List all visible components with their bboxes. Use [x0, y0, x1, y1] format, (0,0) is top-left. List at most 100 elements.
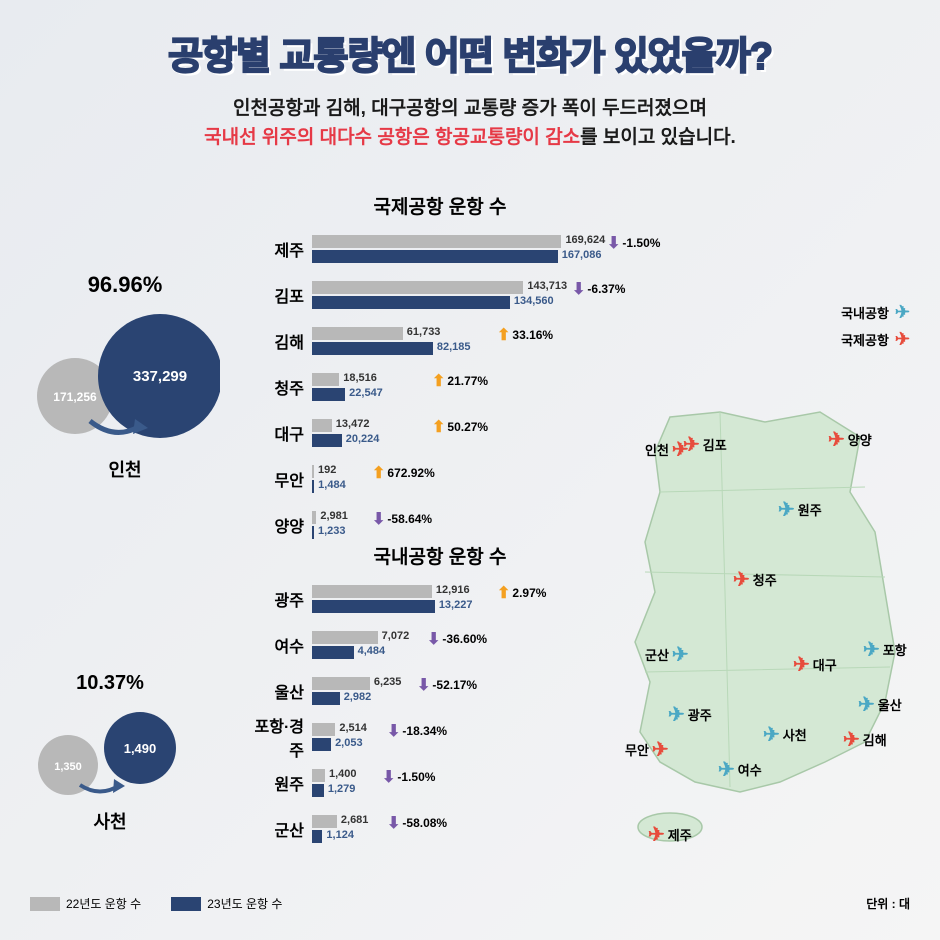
bar-23: 4,484: [312, 646, 354, 659]
intl-chart: 국제공항 운항 수 제주 169,624 167,086 ⬇-1.50% 김포 …: [250, 192, 630, 553]
bar-22: 61,733: [312, 327, 403, 340]
bar-area: 2,981 1,233 ⬇-58.64%: [312, 511, 630, 539]
unit-label: 단위 : 대: [866, 895, 910, 912]
map-marker: ✈김해: [840, 727, 887, 752]
subtitle-line2-rest: 를 보이고 있습니다.: [580, 127, 736, 148]
bar-23: 20,224: [312, 434, 342, 447]
bar-22: 1,400: [312, 769, 325, 782]
bar-area: 6,235 2,982 ⬇-52.17%: [312, 677, 630, 705]
bar-label: 무안: [250, 467, 312, 491]
bar-23: 13,227: [312, 600, 435, 613]
map-marker: ✈사천: [760, 722, 807, 747]
bar-22: 2,981: [312, 511, 316, 524]
map-marker: ✈제주: [645, 822, 692, 847]
subtitle: 인천공항과 김해, 대구공항의 교통량 증가 폭이 두드러졌으며 국내선 위주의…: [0, 95, 940, 172]
bubble1-pct: 96.96%: [30, 272, 220, 298]
plane-icon: ✈: [778, 497, 795, 522]
legend-intl-label: 국제공항: [841, 330, 889, 349]
bubble-incheon: 96.96% 171,256 337,299 인천: [30, 272, 220, 482]
map-marker: ✈양양: [825, 427, 872, 452]
bar-label: 원주: [250, 771, 312, 795]
bar-label: 양양: [250, 513, 312, 537]
bubble2-label: 사천: [30, 808, 190, 834]
change-indicator: ⬆50.27%: [432, 417, 488, 437]
bubble1-v23: 337,299: [133, 368, 187, 385]
plane-icon: ✈: [763, 722, 780, 747]
bubble1-svg: 171,256 337,299: [30, 306, 220, 451]
plane-icon: ✈: [683, 432, 700, 457]
svg-text:1,350: 1,350: [54, 761, 82, 773]
arrow-icon: ⬇: [372, 509, 385, 529]
bar-row: 김해 61,733 82,185 ⬆33.16%: [250, 323, 630, 359]
arrow-icon: ⬇: [427, 629, 440, 649]
arrow-icon: ⬇: [387, 721, 400, 741]
bar-label: 김포: [250, 283, 312, 307]
arrow-icon: ⬆: [497, 583, 510, 603]
plane-icon: ✈: [648, 822, 665, 847]
bar-row: 군산 2,681 1,124 ⬇-58.08%: [250, 811, 630, 847]
arrow-icon: ⬇: [382, 767, 395, 787]
bar-area: 1,400 1,279 ⬇-1.50%: [312, 769, 630, 797]
bar-area: 7,072 4,484 ⬇-36.60%: [312, 631, 630, 659]
bar-row: 원주 1,400 1,279 ⬇-1.50%: [250, 765, 630, 801]
bar-row: 제주 169,624 167,086 ⬇-1.50%: [250, 231, 630, 267]
map-marker: ✈광주: [665, 702, 712, 727]
bar-23: 22,547: [312, 388, 345, 401]
bar-23: 167,086: [312, 250, 558, 263]
bar-label: 대구: [250, 421, 312, 445]
bar-23: 2,982: [312, 692, 340, 705]
bar-area: 192 1,484 ⬆672.92%: [312, 465, 630, 493]
bar-row: 무안 192 1,484 ⬆672.92%: [250, 461, 630, 497]
plane-icon: ✈: [843, 727, 860, 752]
bar-22: 12,916: [312, 585, 432, 598]
map-marker: ✈울산: [855, 692, 902, 717]
bubble-sacheon: 10.37% 1,350 1,490 사천: [30, 672, 190, 834]
swatch-23: [171, 897, 201, 911]
change-indicator: ⬇-1.50%: [607, 233, 660, 253]
bar-row: 울산 6,235 2,982 ⬇-52.17%: [250, 673, 630, 709]
bar-label: 청주: [250, 375, 312, 399]
change-indicator: ⬆672.92%: [372, 463, 435, 483]
legend-22-label: 22년도 운항 수: [66, 895, 141, 912]
bubble2-svg: 1,350 1,490: [30, 703, 190, 803]
subtitle-line2-highlight: 국내선 위주의 대다수 공항은 항공교통량이 감소: [204, 127, 580, 148]
plane-icon: ✈: [858, 692, 875, 717]
bar-22: 169,624: [312, 235, 561, 248]
bar-22: 192: [312, 465, 314, 478]
bar-row: 포항·경주 2,514 2,053 ⬇-18.34%: [250, 719, 630, 755]
change-indicator: ⬆21.77%: [432, 371, 488, 391]
bar-23: 2,053: [312, 738, 331, 751]
bar-label: 군산: [250, 817, 312, 841]
bar-row: 여수 7,072 4,484 ⬇-36.60%: [250, 627, 630, 663]
bar-label: 김해: [250, 329, 312, 353]
map-marker: ✈여수: [715, 757, 762, 782]
bar-23: 82,185: [312, 342, 433, 355]
bar-label: 울산: [250, 679, 312, 703]
swatch-22: [30, 897, 60, 911]
svg-text:1,490: 1,490: [124, 741, 157, 756]
change-indicator: ⬆33.16%: [497, 325, 553, 345]
bar-row: 광주 12,916 13,227 ⬆2.97%: [250, 581, 630, 617]
bar-23: 1,233: [312, 526, 314, 539]
legend-dom-label: 국내공항: [841, 303, 889, 322]
change-indicator: ⬇-52.17%: [417, 675, 477, 695]
plane-icon: ✈: [668, 702, 685, 727]
bar-22: 18,516: [312, 373, 339, 386]
map-marker: 군산✈: [645, 642, 692, 667]
arrow-icon: ⬇: [572, 279, 585, 299]
map-marker: ✈대구: [790, 652, 837, 677]
bubble1-label: 인천: [30, 456, 220, 482]
arrow-icon: ⬆: [432, 371, 445, 391]
bar-area: 12,916 13,227 ⬆2.97%: [312, 585, 630, 613]
bar-row: 김포 143,713 134,560 ⬇-6.37%: [250, 277, 630, 313]
bubble2-pct: 10.37%: [30, 672, 190, 695]
bar-23: 134,560: [312, 296, 510, 309]
map-legend: 국내공항✈ 국제공항✈: [841, 302, 910, 356]
plane-icon: ✈: [863, 637, 880, 662]
bar-area: 61,733 82,185 ⬆33.16%: [312, 327, 630, 355]
bar-22: 7,072: [312, 631, 378, 644]
bar-row: 청주 18,516 22,547 ⬆21.77%: [250, 369, 630, 405]
plane-icon: ✈: [718, 757, 735, 782]
bar-area: 2,681 1,124 ⬇-58.08%: [312, 815, 630, 843]
dom-chart-title: 국내공항 운항 수: [250, 542, 630, 569]
